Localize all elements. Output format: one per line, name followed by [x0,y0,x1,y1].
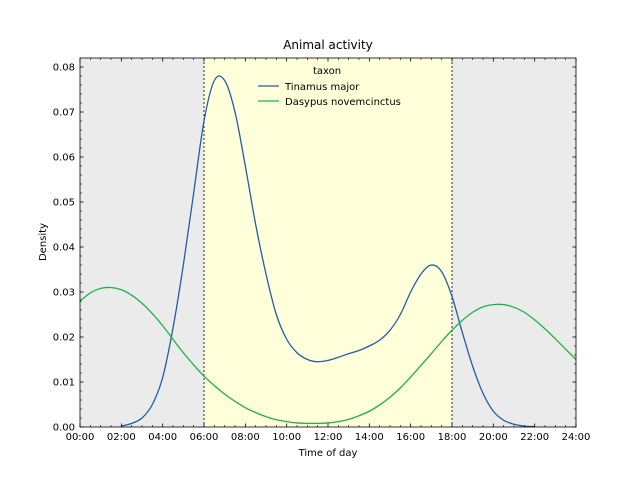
y-tick-label: 0.00 [53,423,75,434]
night-band-morning [80,58,204,427]
series-line-tinamus [121,75,535,428]
legend-label-dasypus: Dasypus novemcinctus [285,97,401,108]
y-tick-label: 0.07 [53,108,75,119]
x-tick-label: 02:00 [107,432,136,443]
series-lines [79,75,577,428]
legend: taxon Tinamus major Dasypus novemcinctus [258,66,401,108]
x-tick-label: 04:00 [148,432,177,443]
x-tick-label: 24:00 [562,432,591,443]
y-tick-label: 0.01 [53,378,75,389]
x-tick-label: 06:00 [190,432,219,443]
x-tick-label: 10:00 [272,432,301,443]
y-tick-label: 0.02 [53,333,75,344]
y-tick-label: 0.04 [53,243,75,254]
x-tick-label: 12:00 [314,432,343,443]
background-bands [80,58,576,427]
y-axis-title: Density [38,223,49,261]
legend-label-tinamus: Tinamus major [284,82,360,93]
y-tick-label: 0.08 [53,63,75,74]
x-tick-label: 16:00 [396,432,425,443]
series-line-dasypus [79,286,577,425]
x-tick-label: 22:00 [520,432,549,443]
x-axis-title: Time of day [298,448,358,459]
chart-title: Animal activity [283,38,373,52]
y-tick-label: 0.06 [53,153,75,164]
x-tick-label: 18:00 [438,432,467,443]
x-tick-label: 08:00 [231,432,260,443]
x-tick-label: 14:00 [355,432,384,443]
day-band [204,58,452,427]
x-tick-label: 20:00 [479,432,508,443]
y-tick-label: 0.05 [53,198,75,209]
night-band-evening [452,58,576,427]
x-tick-label: 00:00 [66,432,95,443]
legend-title: taxon [313,66,341,77]
axes: 00:00 02:00 04:00 06:00 08:00 10:00 12:00 14:00… [53,57,591,443]
y-tick-label: 0.03 [53,288,75,299]
